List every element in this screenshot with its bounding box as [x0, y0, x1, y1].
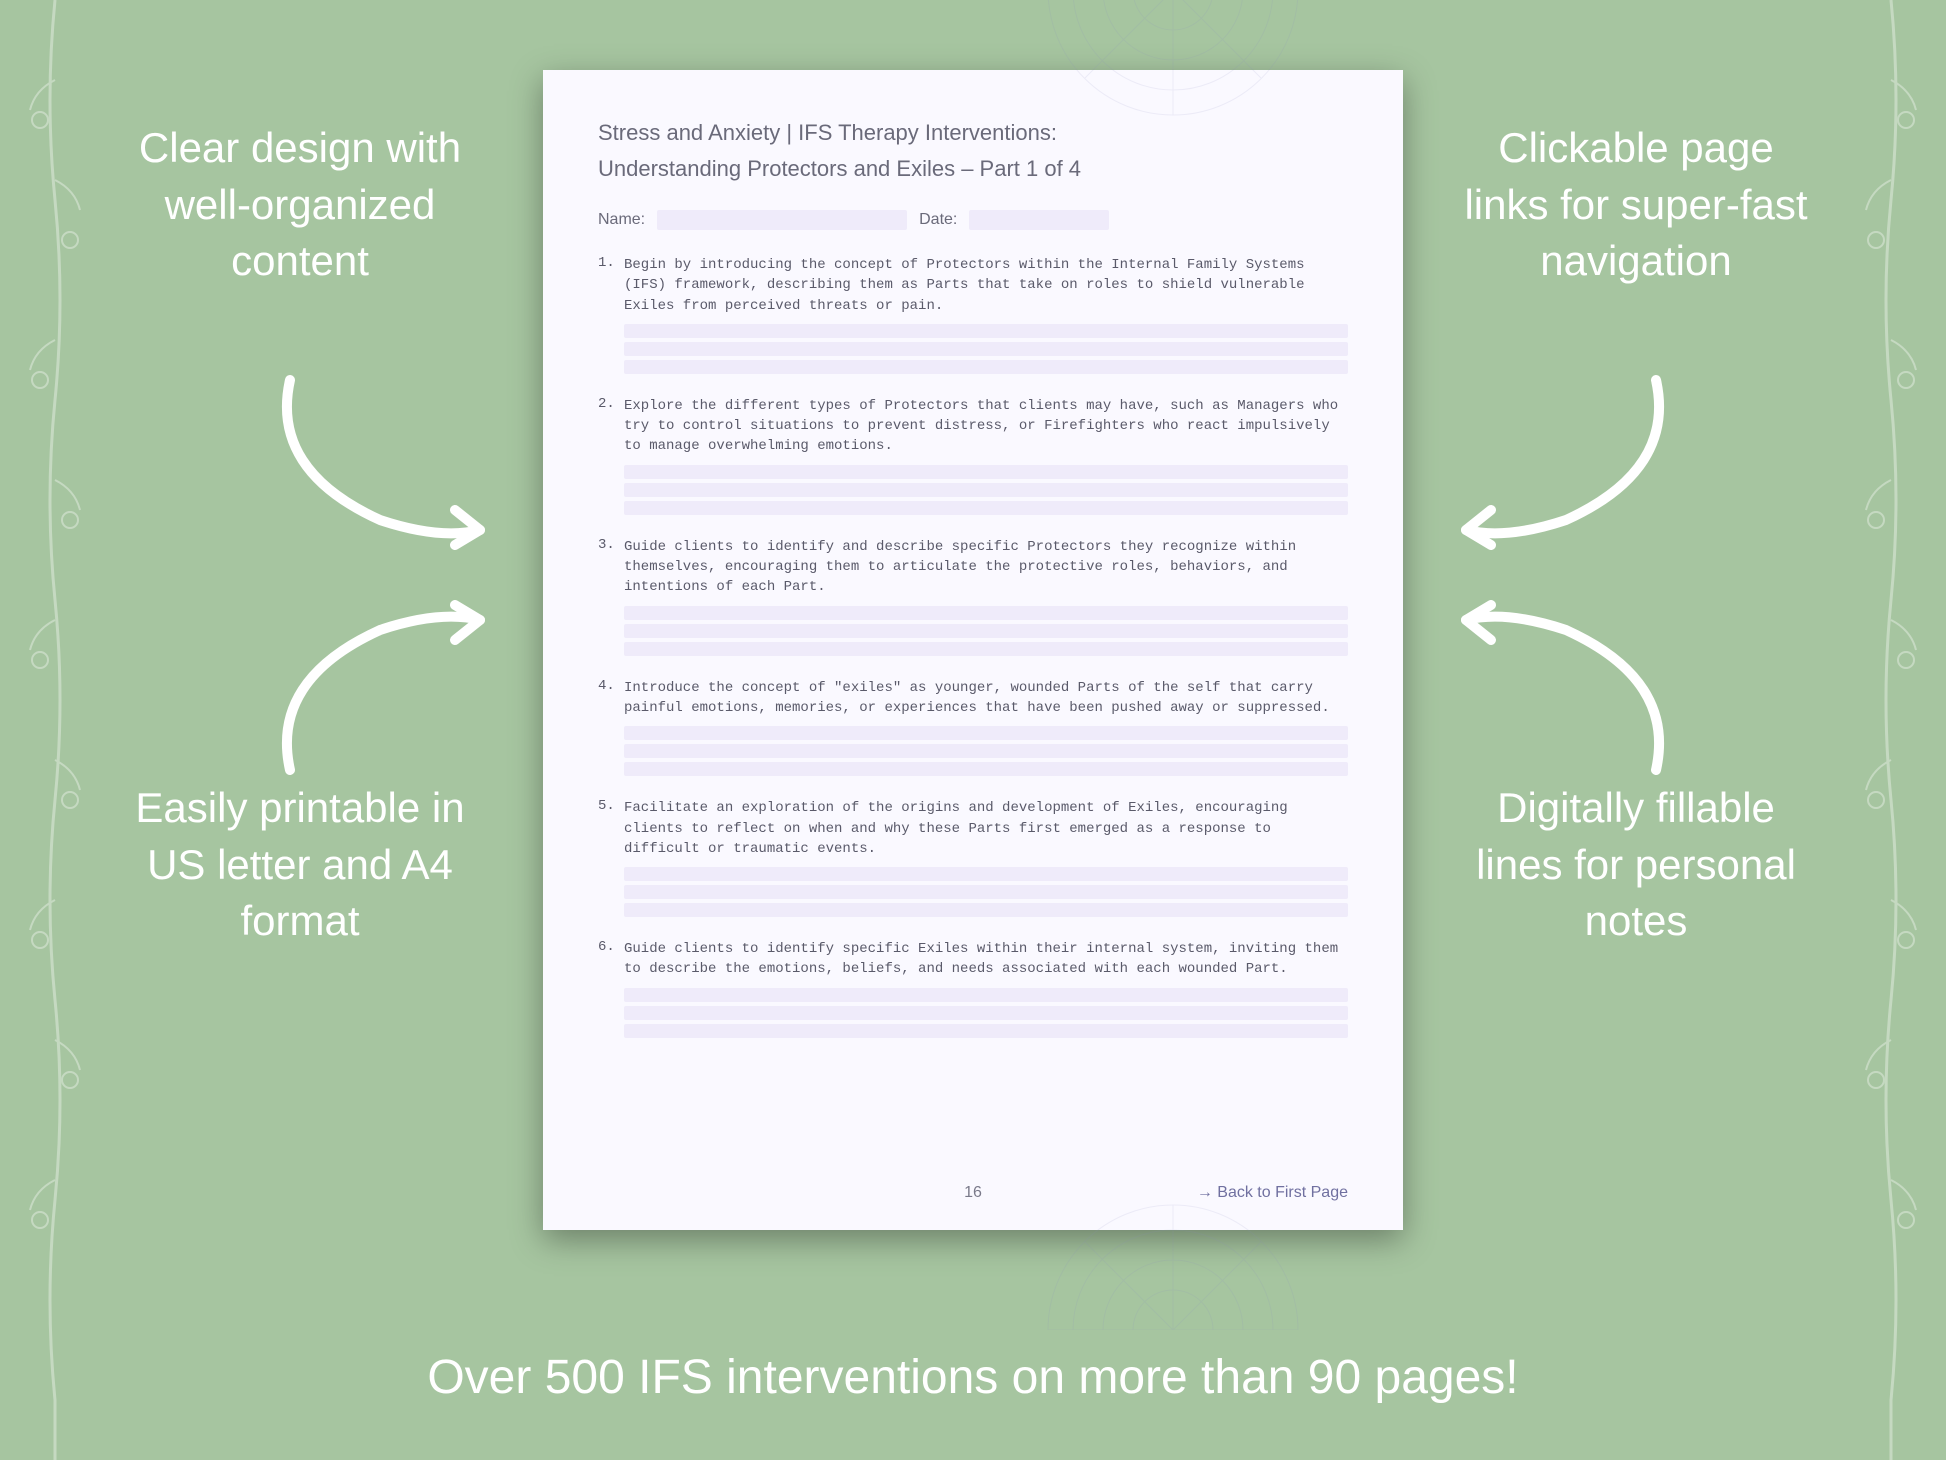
- fill-line[interactable]: [624, 606, 1348, 620]
- item-number: 6.: [598, 939, 624, 1038]
- fill-line[interactable]: [624, 342, 1348, 356]
- item-number: 5.: [598, 798, 624, 917]
- fill-line[interactable]: [624, 624, 1348, 638]
- fill-line[interactable]: [624, 642, 1348, 656]
- date-label: Date:: [919, 211, 957, 229]
- fill-line[interactable]: [624, 360, 1348, 374]
- date-input[interactable]: [969, 210, 1109, 230]
- arrow-bottom-left: [260, 600, 510, 780]
- arrow-bottom-right: [1436, 600, 1686, 780]
- fill-lines: [624, 324, 1348, 374]
- name-label: Name:: [598, 211, 645, 229]
- page-footer: 16 → Back to First Page: [598, 1184, 1348, 1202]
- worksheet-item: 4.Introduce the concept of "exiles" as y…: [598, 678, 1348, 777]
- name-input[interactable]: [657, 210, 907, 230]
- worksheet-item: 1.Begin by introducing the concept of Pr…: [598, 255, 1348, 374]
- fill-line[interactable]: [624, 903, 1348, 917]
- item-body: Guide clients to identify and describe s…: [624, 537, 1348, 656]
- item-body: Facilitate an exploration of the origins…: [624, 798, 1348, 917]
- fill-line[interactable]: [624, 762, 1348, 776]
- callout-top-left: Clear design with well-organized content: [130, 120, 470, 290]
- item-number: 1.: [598, 255, 624, 374]
- item-body: Explore the different types of Protector…: [624, 396, 1348, 515]
- fill-line[interactable]: [624, 885, 1348, 899]
- vine-decoration-right: [1851, 0, 1931, 1460]
- fill-line[interactable]: [624, 501, 1348, 515]
- fill-lines: [624, 726, 1348, 776]
- fill-lines: [624, 867, 1348, 917]
- item-number: 3.: [598, 537, 624, 656]
- worksheet-item: 3.Guide clients to identify and describe…: [598, 537, 1348, 656]
- fill-line[interactable]: [624, 744, 1348, 758]
- fill-line[interactable]: [624, 324, 1348, 338]
- name-date-row: Name: Date:: [598, 210, 1348, 230]
- bottom-banner: Over 500 IFS interventions on more than …: [0, 1350, 1946, 1405]
- item-number: 2.: [598, 396, 624, 515]
- worksheet-item: 5.Facilitate an exploration of the origi…: [598, 798, 1348, 917]
- fill-line[interactable]: [624, 1024, 1348, 1038]
- callout-bottom-right: Digitally fillable lines for personal no…: [1456, 780, 1816, 950]
- item-text: Begin by introducing the concept of Prot…: [624, 255, 1348, 316]
- back-to-first-page-link[interactable]: → Back to First Page: [1197, 1184, 1348, 1202]
- item-text: Explore the different types of Protector…: [624, 396, 1348, 457]
- worksheet-item: 2.Explore the different types of Protect…: [598, 396, 1348, 515]
- document-page: Stress and Anxiety | IFS Therapy Interve…: [543, 70, 1403, 1230]
- vine-decoration-left: [15, 0, 95, 1460]
- mandala-decoration-top: [1043, 0, 1303, 150]
- callout-top-right: Clickable page links for super-fast navi…: [1456, 120, 1816, 290]
- fill-line[interactable]: [624, 988, 1348, 1002]
- fill-line[interactable]: [624, 465, 1348, 479]
- callout-bottom-left: Easily printable in US letter and A4 for…: [130, 780, 470, 950]
- arrow-top-right: [1436, 370, 1686, 550]
- item-text: Guide clients to identify and describe s…: [624, 537, 1348, 598]
- item-text: Guide clients to identify specific Exile…: [624, 939, 1348, 980]
- fill-lines: [624, 465, 1348, 515]
- fill-line[interactable]: [624, 867, 1348, 881]
- arrow-top-left: [260, 370, 510, 550]
- item-text: Facilitate an exploration of the origins…: [624, 798, 1348, 859]
- fill-line[interactable]: [624, 1006, 1348, 1020]
- fill-line[interactable]: [624, 726, 1348, 740]
- item-text: Introduce the concept of "exiles" as you…: [624, 678, 1348, 719]
- fill-line[interactable]: [624, 483, 1348, 497]
- items-list: 1.Begin by introducing the concept of Pr…: [598, 255, 1348, 1038]
- item-body: Begin by introducing the concept of Prot…: [624, 255, 1348, 374]
- page-number: 16: [964, 1184, 982, 1202]
- fill-lines: [624, 606, 1348, 656]
- item-body: Introduce the concept of "exiles" as you…: [624, 678, 1348, 777]
- page-subtitle: Understanding Protectors and Exiles – Pa…: [598, 156, 1348, 182]
- fill-lines: [624, 988, 1348, 1038]
- worksheet-item: 6.Guide clients to identify specific Exi…: [598, 939, 1348, 1038]
- item-body: Guide clients to identify specific Exile…: [624, 939, 1348, 1038]
- item-number: 4.: [598, 678, 624, 777]
